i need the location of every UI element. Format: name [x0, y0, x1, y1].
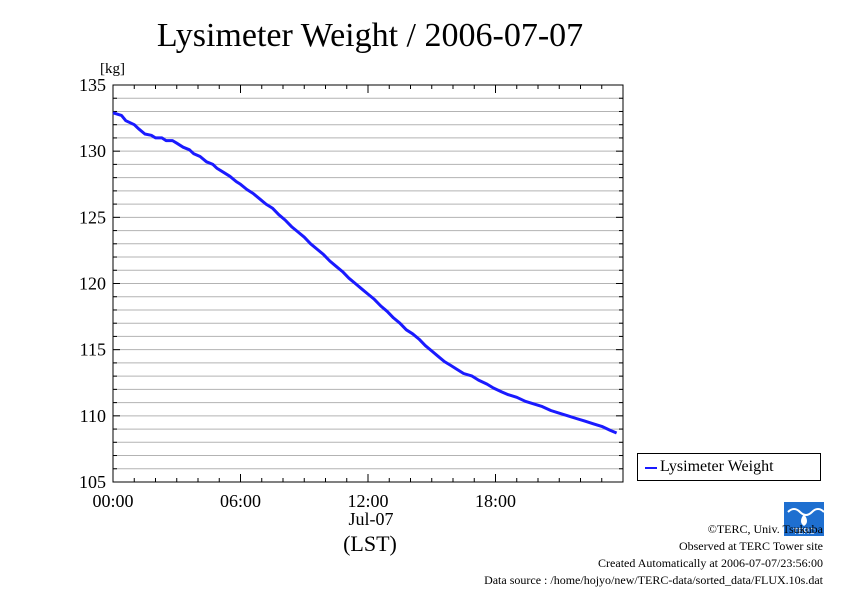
x-axis-ticks: 00:00 06:00 12:00 18:00	[92, 85, 624, 511]
x-tick-label: 00:00	[92, 491, 133, 511]
terc-logo-icon: TERC	[784, 502, 824, 536]
legend-swatch	[645, 467, 657, 469]
y-axis-ticks: 105 110 115 120 125 130 135	[79, 75, 623, 492]
y-tick-label: 105	[79, 472, 106, 492]
y-tick-label: 130	[79, 141, 106, 161]
x-axis-date: Jul-07	[349, 509, 394, 529]
x-axis-title: (LST)	[343, 531, 397, 556]
y-tick-label: 110	[80, 406, 106, 426]
y-tick-label: 115	[80, 340, 106, 360]
legend: Lysimeter Weight	[637, 453, 821, 481]
x-tick-label: 06:00	[220, 491, 261, 511]
legend-label: Lysimeter Weight	[660, 458, 774, 475]
x-tick-label: 12:00	[347, 491, 388, 511]
created-text: Created Automatically at 2006-07-07/23:5…	[598, 556, 823, 570]
y-tick-label: 135	[79, 75, 106, 95]
copyright-text: ©TERC, Univ. Tsukuba	[707, 522, 823, 536]
credits-block: ©TERC, Univ. Tsukuba Observed at TERC To…	[484, 521, 823, 589]
logo-text: TERC	[793, 527, 815, 536]
x-tick-label: 18:00	[475, 491, 516, 511]
series-line-lysimeter-weight	[112, 111, 618, 435]
chart-title: Lysimeter Weight / 2006-07-07	[157, 17, 583, 54]
source-text: Data source : /home/hojyo/new/TERC-data/…	[484, 573, 823, 587]
y-tick-label: 120	[79, 274, 106, 294]
observed-text: Observed at TERC Tower site	[678, 539, 823, 553]
y-tick-label: 125	[79, 207, 106, 227]
grid-lines	[113, 97, 623, 470]
y-axis-unit: [kg]	[100, 61, 125, 77]
